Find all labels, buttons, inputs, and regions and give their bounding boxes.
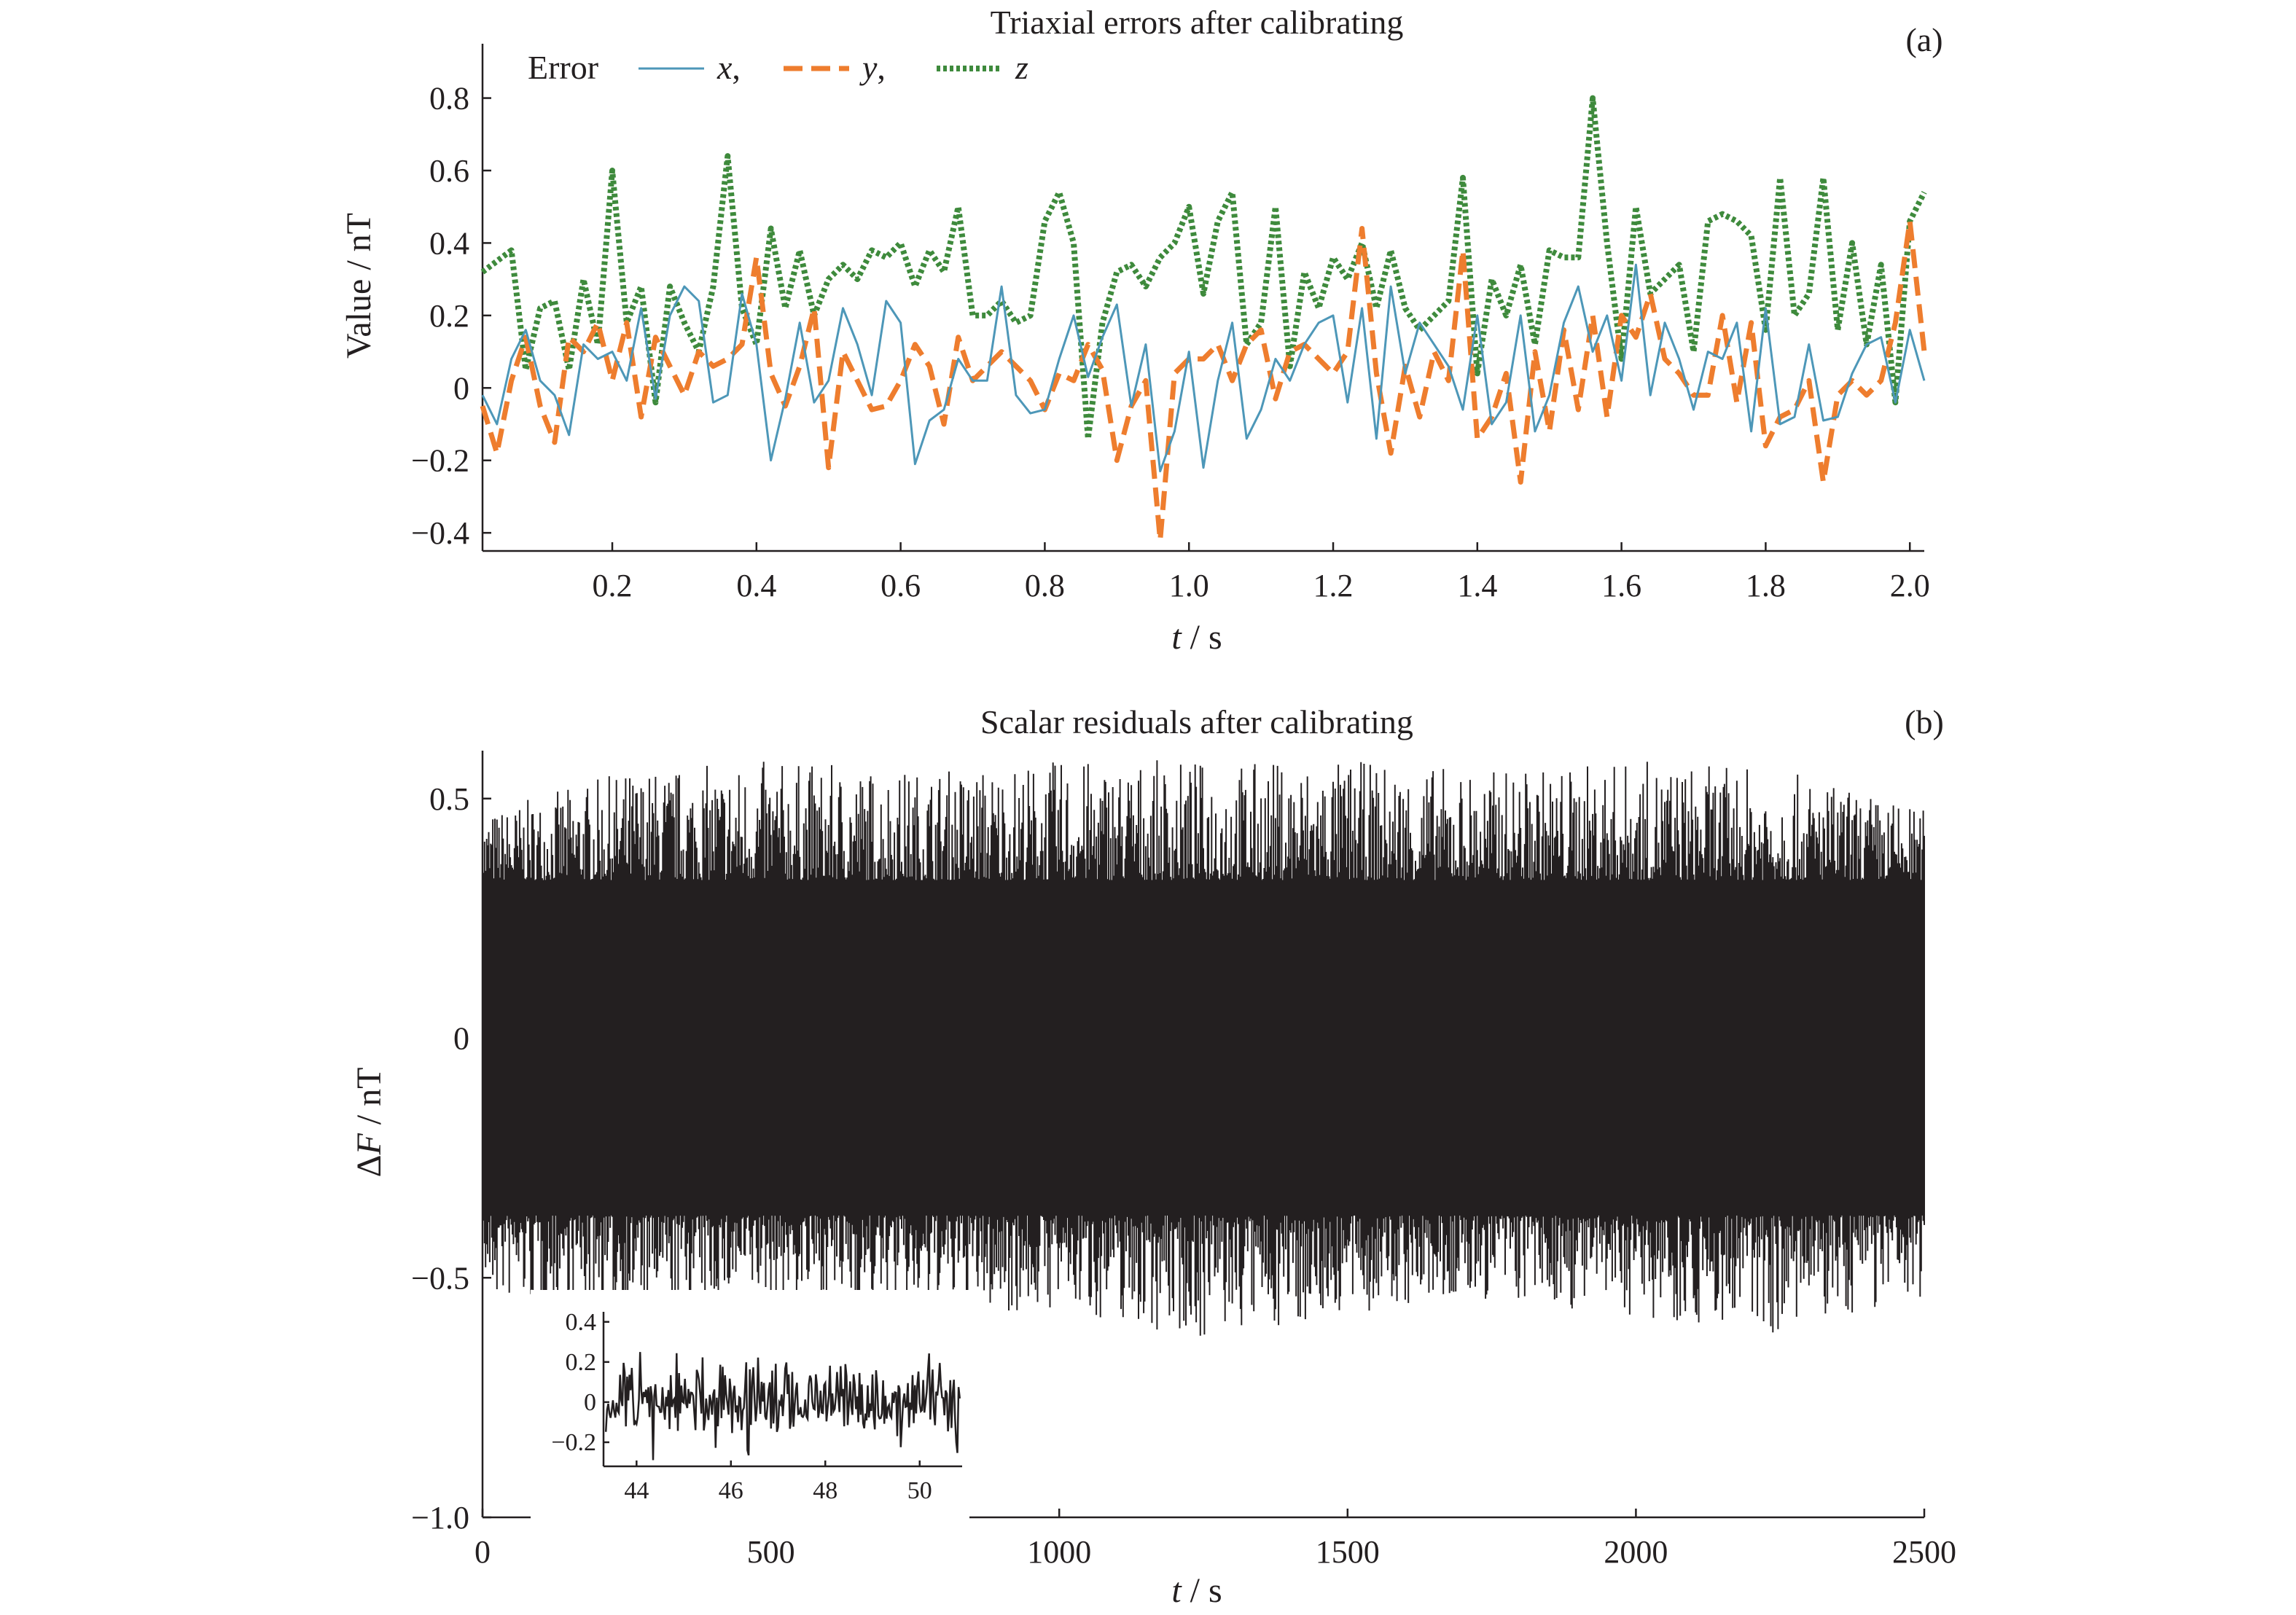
panel-a-xlabel-var: t xyxy=(1171,618,1182,657)
panel-a-series xyxy=(480,95,1927,543)
panel-a-legend: Error x, y, z xyxy=(528,49,1028,86)
legend-label-suffix: , xyxy=(877,49,886,86)
panel-b-xlabel-unit: / s xyxy=(1182,1571,1222,1610)
panel-a-xtick-label: 0.4 xyxy=(736,568,776,603)
inset-xtick-label: 44 xyxy=(624,1477,649,1504)
legend-title: Error xyxy=(528,49,598,86)
legend-label-suffix: , xyxy=(732,49,741,86)
panel-a-xtick-label: 0.6 xyxy=(880,568,921,603)
panel-b-axes: −1.0−0.500.50 500 1000 1500 2000 2500 xyxy=(411,751,1956,1570)
inset-xtick-label: 46 xyxy=(719,1477,743,1504)
panel-b-xtick-label: 500 xyxy=(747,1534,795,1570)
panel-b-xtick-label: 1000 xyxy=(1027,1534,1091,1570)
panel-a-xtick-label: 1.0 xyxy=(1169,568,1209,603)
panel-b-xtick-label: 2500 xyxy=(1892,1534,1956,1570)
panel-a-ytick-label: 0.8 xyxy=(429,81,469,117)
panel-b-label: (b) xyxy=(1905,703,1944,740)
panel-b-ytick-label: 0.5 xyxy=(429,781,469,817)
panel-b-xlabel: t / s xyxy=(1171,1571,1222,1610)
panel-b-ylabel-unit: / nT xyxy=(350,1068,388,1134)
residual-signal-spikes xyxy=(482,760,1925,1336)
panel-b-ytick-label: −1.0 xyxy=(411,1500,469,1536)
panel-b-xtick-label: 0 xyxy=(475,1534,491,1570)
panel-b-xtick-label: 1500 xyxy=(1316,1534,1380,1570)
panel-b-ylabel-var: F xyxy=(350,1133,388,1156)
inset-ytick-label: 0.2 xyxy=(566,1349,597,1376)
panel-a-axes: −0.4 −0.2 0 0.2 0.4 0.6 0.8 0.2 0.4 0.6 0.8 1.0 1.2 1… xyxy=(411,44,1930,603)
inset-ytick-label: 0.4 xyxy=(566,1309,597,1336)
panel-b-ytick-label: −0.5 xyxy=(411,1260,469,1296)
panel-a-xtick-label: 0.8 xyxy=(1025,568,1065,603)
legend-label-y: y, xyxy=(859,49,886,86)
inset-xtick-label: 48 xyxy=(813,1477,837,1504)
panel-a-xlabel: t / s xyxy=(1171,618,1222,657)
panel-a-title: Triaxial errors after calibrating xyxy=(991,4,1404,41)
panel-a-ytick-label: 0.4 xyxy=(429,225,469,261)
panel-b-xtick-label: 2000 xyxy=(1604,1534,1668,1570)
panel-a-xtick-label: 1.4 xyxy=(1457,568,1497,603)
inset-ytick-label: −0.2 xyxy=(551,1429,596,1456)
panel-a-xtick-label: 1.2 xyxy=(1313,568,1354,603)
legend-label-x: x, xyxy=(716,49,741,86)
panel-a-xtick-label: 2.0 xyxy=(1890,568,1930,603)
panel-b-ytick-label: 0 xyxy=(453,1021,469,1057)
panel-a-ytick-label: 0.6 xyxy=(429,153,469,189)
panel-a-triaxial-errors: Triaxial errors after calibrating (a) −0… xyxy=(340,4,1943,657)
panel-b-scalar-residuals: Scalar residuals after calibrating (b) −… xyxy=(350,703,1956,1610)
inset-xtick-label: 50 xyxy=(907,1477,932,1504)
panel-a-xtick-label: 0.2 xyxy=(593,568,633,603)
series-z-line xyxy=(480,95,1927,442)
legend-label-var: y xyxy=(859,49,878,86)
panel-a-ylabel: Value / nT xyxy=(340,213,378,359)
series-x-line xyxy=(481,263,1926,473)
legend-label-var: z xyxy=(1015,49,1028,86)
panel-b-inset: −0.2 0 0.2 0.4 44 46 48 50 xyxy=(531,1290,969,1525)
panel-b-xlabel-var: t xyxy=(1171,1571,1182,1610)
panel-a-ytick-label: −0.2 xyxy=(411,443,469,479)
panel-b-title: Scalar residuals after calibrating xyxy=(980,703,1413,740)
panel-b-signal xyxy=(482,760,1925,1336)
inset-signal-line xyxy=(604,1352,961,1460)
series-y-line xyxy=(480,219,1927,543)
panel-a-xtick-label: 1.8 xyxy=(1746,568,1786,603)
panel-b-ylabel-prefix: Δ xyxy=(350,1155,388,1178)
panel-a-xlabel-unit: / s xyxy=(1182,618,1222,657)
panel-a-label: (a) xyxy=(1905,21,1942,58)
legend-label-z: z xyxy=(1015,49,1028,86)
legend-label-var: x xyxy=(716,49,733,86)
panel-a-ytick-label: −0.4 xyxy=(411,515,469,551)
panel-a-xtick-label: 1.6 xyxy=(1601,568,1641,603)
panel-a-ytick-label: 0 xyxy=(453,370,469,406)
inset-ytick-label: 0 xyxy=(584,1389,596,1416)
panel-a-ytick-label: 0.2 xyxy=(429,298,469,334)
panel-b-ylabel: ΔF / nT xyxy=(350,1068,388,1178)
